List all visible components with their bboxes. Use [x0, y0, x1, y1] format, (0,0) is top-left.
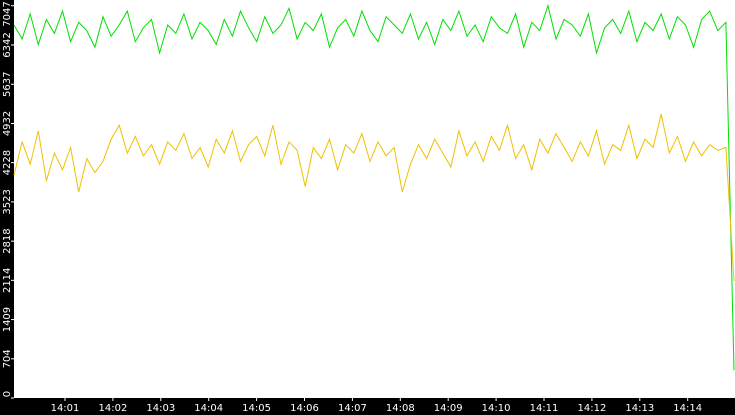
x-tick-label: 14:05: [242, 403, 271, 414]
y-tick-label: 2114: [2, 268, 13, 293]
y-tick-label: 1409: [2, 307, 13, 332]
series-line: [13, 3, 735, 371]
y-tick-label: 2818: [2, 228, 13, 253]
series-line: [13, 113, 735, 282]
x-tick-label: 14:14: [673, 403, 702, 414]
y-tick-label: 5637: [2, 71, 13, 96]
y-tick-label: 6342: [2, 32, 13, 57]
y-tick-label: 0: [2, 391, 13, 397]
y-tick-label: 704: [2, 349, 13, 368]
x-tick-label: 14:04: [194, 403, 223, 414]
x-tick-label: 14:03: [146, 403, 175, 414]
x-tick-label: 14:10: [482, 403, 511, 414]
x-tick-label: 14:08: [386, 403, 415, 414]
y-tick-label: 3523: [2, 189, 13, 214]
plot-area: [14, 0, 735, 398]
x-tick-label: 14:01: [51, 403, 80, 414]
x-tick-label: 14:02: [98, 403, 127, 414]
x-tick-label: 14:12: [577, 403, 606, 414]
x-tick-label: 14:06: [290, 403, 319, 414]
x-tick-label: 14:11: [530, 403, 559, 414]
x-tick-label: 14:09: [434, 403, 463, 414]
y-tick-label: 4228: [2, 150, 13, 175]
y-tick-label: 4932: [2, 111, 13, 136]
y-tick-label: 7047: [2, 1, 13, 26]
x-tick-label: 14:13: [625, 403, 654, 414]
x-tick-label: 14:07: [338, 403, 367, 414]
